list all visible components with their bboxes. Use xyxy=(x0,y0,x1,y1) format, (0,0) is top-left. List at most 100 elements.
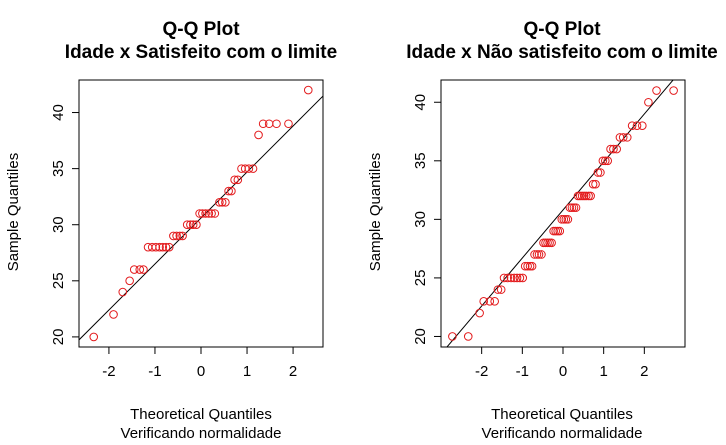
data-point-right-48 xyxy=(591,179,600,189)
data-point-left-21 xyxy=(192,220,201,230)
y-tick-label-left-30: 30 xyxy=(50,216,67,233)
x-tick-label-right-0: 0 xyxy=(559,363,567,380)
data-point-left-6 xyxy=(139,265,148,274)
data-point-right-39 xyxy=(571,203,581,212)
data-point-right-45 xyxy=(584,191,593,201)
data-point-left-38 xyxy=(248,164,258,173)
data-point-right-36 xyxy=(565,203,575,212)
data-point-right-60 xyxy=(627,121,637,130)
data-point-left-32 xyxy=(227,186,236,196)
y-tick-label-left-20: 20 xyxy=(50,329,67,346)
chart-subtitle-right: Idade x Não satisfeito com o limite xyxy=(406,42,717,63)
data-point-left-27 xyxy=(210,209,220,218)
x-tick-label-left--2: -2 xyxy=(102,363,115,380)
data-point-left-4 xyxy=(129,265,139,274)
data-point-right-3 xyxy=(479,297,489,306)
chart-subtitle-left: Idade x Satisfeito com o limite xyxy=(65,42,337,63)
data-point-right-28 xyxy=(549,226,558,236)
data-point-right-10 xyxy=(506,273,516,283)
data-point-left-24 xyxy=(201,209,210,218)
data-point-right-25 xyxy=(543,238,552,248)
data-point-left-23 xyxy=(198,209,207,218)
x-tick-label-right-1: 1 xyxy=(599,363,607,380)
data-point-left-44 xyxy=(303,85,313,95)
x-axis-sublabel-left: Verificando normalidade xyxy=(121,425,282,442)
data-point-right-14 xyxy=(518,273,528,283)
data-point-right-31 xyxy=(555,226,565,236)
chart-title-right: Q-Q Plot xyxy=(523,19,601,40)
data-point-right-5 xyxy=(490,297,499,306)
data-point-left-26 xyxy=(207,209,216,218)
x-tick-label-right--1: -1 xyxy=(516,363,529,380)
data-point-right-12 xyxy=(512,273,522,283)
data-point-left-22 xyxy=(195,209,204,218)
y-tick-label-right-40: 40 xyxy=(412,94,429,111)
data-point-left-2 xyxy=(118,287,128,297)
data-point-right-33 xyxy=(559,215,569,224)
data-point-right-38 xyxy=(569,203,579,212)
data-point-right-61 xyxy=(632,121,642,130)
data-point-right-22 xyxy=(537,250,546,259)
data-point-right-7 xyxy=(496,285,506,294)
y-tick-label-right-20: 20 xyxy=(412,328,429,345)
x-tick-label-left-2: 2 xyxy=(289,363,297,380)
data-point-right-1 xyxy=(463,332,473,341)
chart-title-left: Q-Q Plot xyxy=(162,19,240,40)
data-point-right-20 xyxy=(532,250,542,259)
data-point-right-64 xyxy=(652,86,661,95)
data-point-left-33 xyxy=(230,175,239,185)
data-point-left-40 xyxy=(258,119,268,129)
qq-line-left xyxy=(79,95,323,341)
data-point-right-16 xyxy=(523,261,532,271)
qq-plot-right: Q-Q Plot Idade x Não satisfeito com o li… xyxy=(367,19,718,442)
data-point-right-13 xyxy=(515,273,525,283)
y-tick-label-left-25: 25 xyxy=(50,272,67,289)
data-point-right-30 xyxy=(553,226,563,236)
data-point-right-56 xyxy=(612,144,621,154)
data-point-left-9 xyxy=(151,242,161,252)
data-point-left-16 xyxy=(175,231,185,241)
qq-line-right xyxy=(446,80,674,347)
data-point-left-19 xyxy=(186,220,195,230)
data-point-right-65 xyxy=(669,86,678,95)
x-tick-label-left-1: 1 xyxy=(243,363,251,380)
data-point-right-53 xyxy=(603,156,613,166)
data-point-left-13 xyxy=(164,242,174,252)
data-point-left-3 xyxy=(125,276,134,286)
data-point-left-28 xyxy=(215,197,224,207)
data-point-right-51 xyxy=(598,156,608,166)
data-point-left-15 xyxy=(172,231,181,241)
data-point-left-37 xyxy=(244,164,254,173)
data-point-right-50 xyxy=(596,168,605,177)
data-point-right-4 xyxy=(485,297,495,306)
data-point-right-58 xyxy=(618,133,628,142)
x-axis-label-left: Theoretical Quantiles xyxy=(130,406,272,423)
data-point-right-32 xyxy=(557,215,567,224)
data-point-right-63 xyxy=(644,97,653,107)
y-tick-label-right-30: 30 xyxy=(412,211,429,228)
data-point-right-29 xyxy=(551,226,560,236)
data-point-right-52 xyxy=(600,156,610,166)
data-point-left-39 xyxy=(254,130,263,140)
x-axis-label-right: Theoretical Quantiles xyxy=(491,406,633,423)
data-point-left-43 xyxy=(284,119,293,129)
data-point-left-29 xyxy=(217,197,227,207)
data-point-left-18 xyxy=(182,220,192,230)
data-point-left-34 xyxy=(233,175,243,185)
data-point-left-11 xyxy=(158,242,168,252)
data-point-right-35 xyxy=(563,215,573,224)
data-point-right-27 xyxy=(547,238,556,248)
data-point-right-19 xyxy=(530,250,539,259)
data-point-right-26 xyxy=(545,238,554,248)
y-tick-label-right-35: 35 xyxy=(412,152,429,169)
plot-border-right xyxy=(440,79,686,348)
data-point-right-18 xyxy=(527,261,537,271)
data-point-right-46 xyxy=(586,191,595,201)
data-point-left-10 xyxy=(155,242,164,252)
y-tick-label-left-35: 35 xyxy=(50,160,67,177)
data-point-right-44 xyxy=(581,191,591,201)
qq-plot-left: Q-Q Plot Idade x Satisfeito com o limite… xyxy=(5,19,337,442)
data-point-left-25 xyxy=(204,209,214,218)
x-tick-label-left--1: -1 xyxy=(148,363,161,380)
